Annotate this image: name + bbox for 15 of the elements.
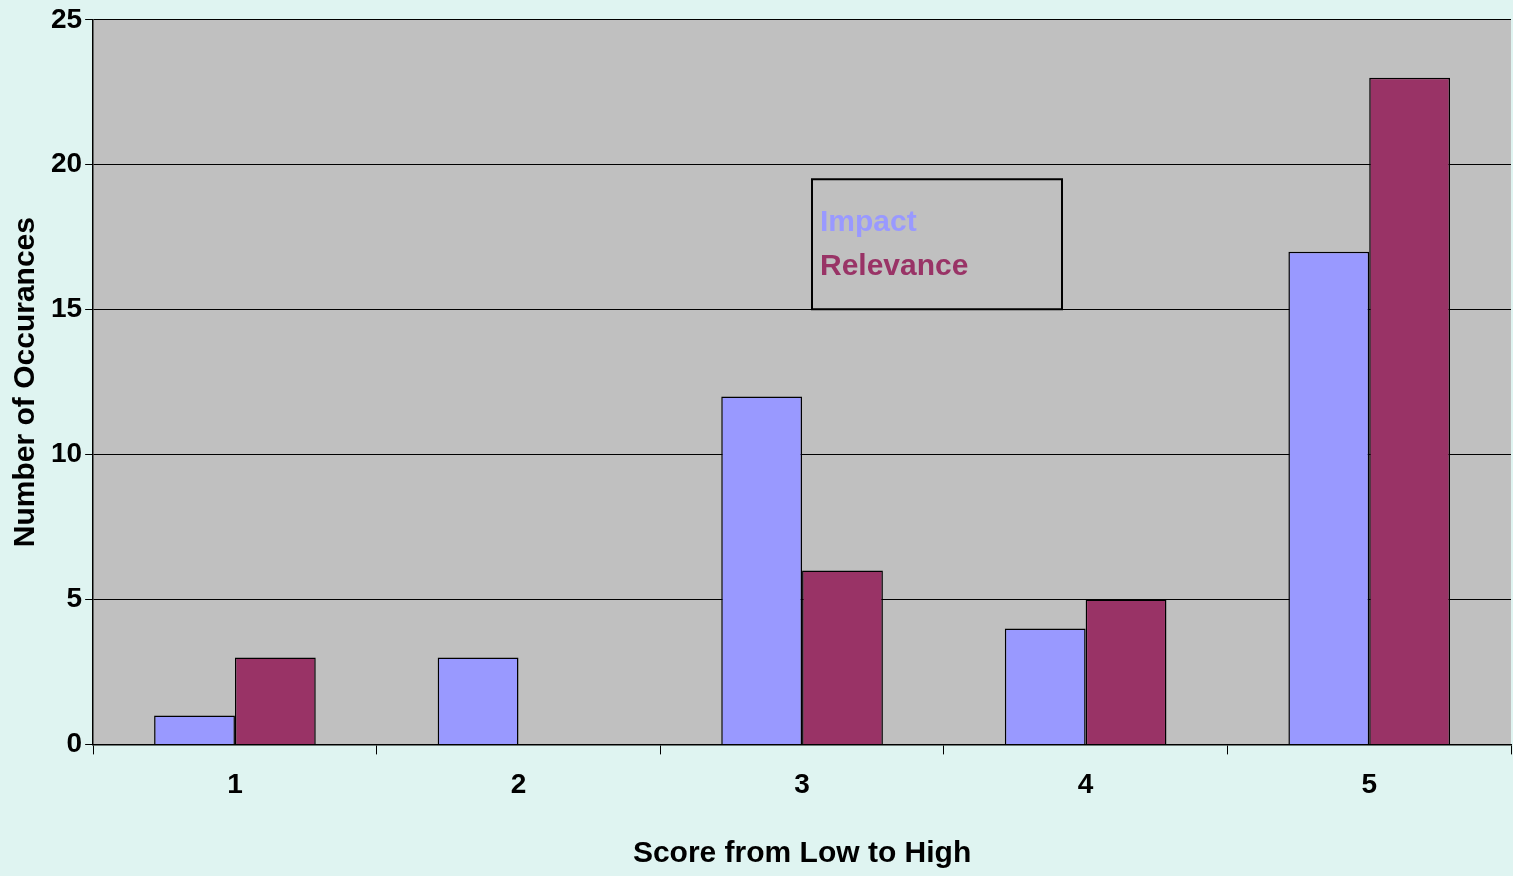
- text: Impact: [820, 204, 917, 238]
- y-tick-label: 25: [50, 2, 83, 34]
- text: Relevance: [820, 248, 969, 282]
- x-tick-label: 2: [510, 767, 527, 799]
- x-axis-title: Score from Low to High: [632, 835, 972, 869]
- x-tick-label: 4: [1077, 767, 1094, 799]
- y-tick-label: 20: [50, 147, 83, 179]
- y-tick-label: 15: [50, 292, 83, 324]
- y-tick-label: 10: [50, 437, 83, 469]
- x-tick-label: 3: [794, 767, 810, 799]
- x-tick-label: 5: [1361, 767, 1377, 799]
- y-tick-label: 5: [66, 582, 83, 614]
- y-tick-label: 0: [66, 727, 83, 759]
- y-axis-title: Number of Occurances: [7, 217, 41, 548]
- x-tick-label: 1: [227, 767, 243, 799]
